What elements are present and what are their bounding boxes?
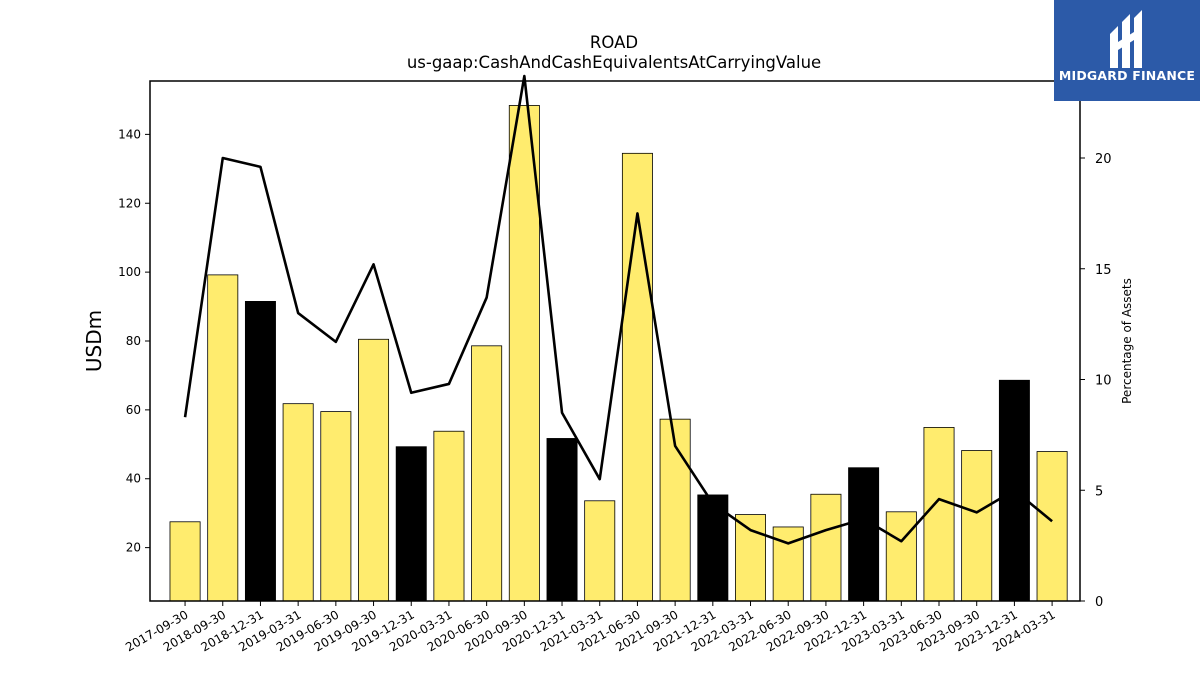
logo-text: MIDGARD FINANCE (1058, 68, 1196, 83)
bar-2022-03-31 (735, 514, 767, 602)
bar-2019-12-31 (395, 446, 427, 602)
bar-group (169, 105, 1068, 602)
y-tick-label: 120 (118, 196, 141, 210)
bar-2020-03-31 (433, 430, 465, 602)
bar-2023-03-31 (885, 511, 917, 602)
bar-2022-12-31 (848, 467, 880, 602)
bar-2017-09-30 (169, 521, 201, 602)
y-tick-label: 140 (118, 127, 141, 141)
y2-tick-label: 10 (1095, 374, 1112, 389)
bar-2022-09-30 (810, 493, 842, 602)
y-axis-label: USDm (82, 310, 106, 372)
bar-2020-12-31 (546, 438, 578, 602)
bar-2023-06-30 (923, 427, 955, 602)
bar-2021-09-30 (659, 418, 691, 602)
midgard-logo-icon (1110, 10, 1142, 68)
bar-2021-03-31 (584, 500, 616, 602)
y2-axis-label: Percentage of Assets (1120, 278, 1134, 404)
chart-title: ROAD (590, 33, 638, 52)
y-tick-label: 100 (118, 265, 141, 279)
bar-2019-09-30 (358, 338, 390, 602)
bar-2018-09-30 (207, 274, 239, 602)
y2-tick-label: 0 (1095, 595, 1103, 610)
percentage-line (183, 74, 1053, 545)
y2-tick-label: 20 (1095, 152, 1112, 167)
bar-2018-12-31 (244, 300, 276, 602)
y-tick-label: 40 (126, 472, 141, 486)
y-axis-right: 0 5 10 15 20 (1080, 152, 1112, 610)
y-axis-left: 20 40 60 80 100 120 140 (118, 127, 150, 555)
midgard-finance-logo: MIDGARD FINANCE (1054, 0, 1200, 101)
bar-2020-09-30 (508, 105, 540, 602)
bar-2024-03-31 (1036, 451, 1068, 602)
y-tick-label: 20 (126, 541, 141, 555)
y-tick-label: 60 (126, 403, 141, 417)
bar-2019-03-31 (282, 403, 314, 602)
chart-subtitle: us-gaap:CashAndCashEquivalentsAtCarrying… (407, 53, 821, 72)
y2-tick-label: 5 (1095, 484, 1103, 499)
bar-2023-09-30 (961, 450, 993, 602)
bar-2020-06-30 (471, 345, 503, 602)
y-tick-label: 80 (126, 334, 141, 348)
x-axis: 2017-09-302018-09-302018-12-312019-03-31… (123, 601, 1058, 654)
bar-2022-06-30 (772, 526, 804, 602)
line-layer (183, 74, 1053, 545)
bar-2019-06-30 (320, 411, 352, 602)
y2-tick-label: 15 (1095, 263, 1112, 278)
